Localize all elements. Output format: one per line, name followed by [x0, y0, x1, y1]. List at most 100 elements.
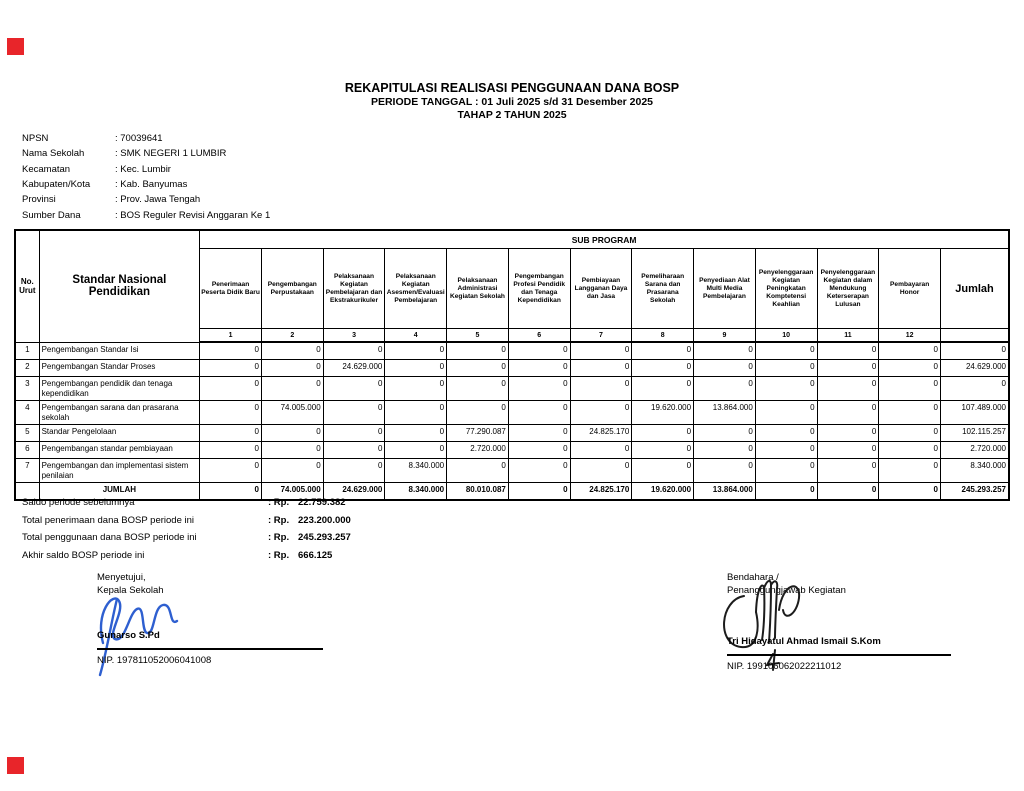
row-value: 0	[507, 359, 571, 377]
row-value: 0	[693, 441, 756, 459]
report-phase: TAHAP 2 TAHUN 2025	[457, 109, 567, 121]
right-signature-scribble	[723, 579, 801, 671]
row-total: 2.720.000	[940, 441, 1010, 459]
row-value: 0	[754, 441, 818, 459]
currency-prefix: : Rp.	[268, 550, 290, 562]
report-title-block: REKAPITULASI REALISASI PENGGUNAAN DANA B…	[0, 80, 1024, 122]
row-value: 0	[507, 376, 571, 401]
col-header-subprogram-9: Penyediaan Alat Multi Media Pembelajaran	[693, 248, 756, 329]
total-row-value: 0	[507, 482, 571, 501]
npsn-label: NPSN	[22, 133, 49, 145]
col-number-7: 7	[569, 328, 633, 343]
col-header-subprogram-1: Penerimaan Peserta Didik Baru	[199, 248, 262, 329]
col-header-jumlah: Jumlah	[940, 248, 1010, 329]
row-value: 0	[260, 359, 324, 377]
row-value: 0	[199, 441, 262, 459]
row-number: 3	[14, 376, 40, 401]
info-row-npsn: NPSN : 70039641	[22, 131, 270, 146]
row-value: 0	[693, 376, 756, 401]
row-total: 102.115.257	[940, 424, 1010, 442]
table-row: 3 Pengembangan pendidik dan tenaga kepend…	[14, 376, 1010, 401]
total-row-value: 0	[878, 482, 941, 501]
col-header-subprogram-7: Pembiayaan Langganan Daya dan Jasa	[569, 248, 633, 329]
row-value: 0	[384, 341, 448, 360]
report-period: PERIODE TANGGAL : 01 Juli 2025 s/d 31 De…	[370, 96, 654, 108]
provinsi-value: : Prov. Jawa Tengah	[115, 194, 201, 206]
row-value: 0	[754, 376, 818, 401]
row-value: 0	[754, 424, 818, 442]
row-name: Pengembangan Standar Proses	[38, 359, 201, 377]
currency-prefix: : Rp.	[268, 497, 290, 509]
row-value: 0	[322, 458, 386, 483]
row-value: 24.825.170	[569, 424, 633, 442]
kecamatan-value: : Kec. Lumbir	[115, 163, 171, 175]
row-value: 0	[384, 359, 448, 377]
row-value: 0	[816, 341, 880, 360]
summary-label: Akhir saldo BOSP periode ini	[22, 550, 145, 562]
left-signature-role: Menyetujui, Kepala Sekolah	[97, 571, 164, 597]
row-name: Pengembangan pendidik dan tenaga kependi…	[38, 376, 201, 401]
total-row-value: 13.864.000	[693, 482, 756, 501]
row-value: 0	[446, 341, 509, 360]
row-value: 0	[816, 458, 880, 483]
info-row-nama-sekolah: Nama Sekolah : SMK NEGERI 1 LUMBIR	[22, 146, 270, 161]
sumber-dana-value: : BOS Reguler Revisi Anggaran Ke 1	[115, 209, 271, 221]
row-value: 0	[754, 458, 818, 483]
left-signature-scribble	[98, 597, 179, 677]
summary-row-saldo-sebelumnya: Saldo periode sebelumnya : Rp. 22.759.38…	[22, 494, 351, 512]
col-number-3: 3	[322, 328, 386, 343]
summary-row-penggunaan: Total penggunaan dana BOSP periode ini :…	[22, 529, 351, 547]
col-number-6: 6	[507, 328, 571, 343]
row-value: 0	[878, 341, 941, 360]
row-value: 0	[878, 441, 941, 459]
col-header-subprogram-8: Pemeliharaan Sarana dan Prasarana Sekola…	[631, 248, 695, 329]
row-value: 0	[878, 400, 941, 425]
row-value: 19.620.000	[631, 400, 695, 425]
col-number-11: 11	[816, 328, 880, 343]
info-row-kecamatan: Kecamatan : Kec. Lumbir	[22, 162, 270, 177]
row-value: 0	[260, 458, 324, 483]
row-value: 0	[569, 441, 633, 459]
summary-row-penerimaan: Total penerimaan dana BOSP periode ini :…	[22, 512, 351, 530]
kabupaten-label: Kabupaten/Kota	[22, 179, 91, 191]
row-value: 0	[446, 400, 509, 425]
row-value: 13.864.000	[693, 400, 756, 425]
grand-total: 245.293.257	[940, 482, 1010, 501]
row-value: 0	[816, 400, 880, 425]
row-name: Pengembangan Standar Isi	[38, 341, 201, 360]
col-header-sub-program: SUB PROGRAM	[199, 229, 1010, 249]
row-total: 8.340.000	[940, 458, 1010, 483]
row-number: 2	[14, 359, 40, 377]
row-value: 0	[507, 400, 571, 425]
col-header-snp: Standar Nasional Pendidikan	[38, 229, 201, 343]
total-row-value: 0	[816, 482, 880, 501]
row-number: 5	[14, 424, 40, 442]
row-value: 0	[631, 359, 695, 377]
col-number-4: 4	[384, 328, 448, 343]
total-row-value: 24.825.170	[569, 482, 633, 501]
row-name: Pengembangan dan implementasi sistem pen…	[38, 458, 201, 483]
currency-prefix: : Rp.	[268, 532, 290, 544]
row-value: 2.720.000	[446, 441, 509, 459]
col-number-9: 9	[693, 328, 756, 343]
left-role-line1: Menyetujui,	[97, 572, 146, 583]
row-value: 0	[260, 441, 324, 459]
right-role-line1: Bendahara /	[727, 572, 779, 583]
row-value: 0	[446, 376, 509, 401]
row-value: 0	[384, 400, 448, 425]
row-value: 0	[754, 359, 818, 377]
row-value: 0	[569, 400, 633, 425]
right-signer-name: Tri Hidayatul Ahmad Ismail S.Kom	[727, 636, 881, 647]
red-marker-bottom	[7, 757, 24, 774]
left-signature-line	[97, 648, 323, 650]
col-header-no-urut: No. Urut	[14, 229, 40, 343]
row-value: 0	[199, 359, 262, 377]
total-row-value: 8.340.000	[384, 482, 448, 501]
col-header-subprogram-10: Penyelenggaraan Kegiatan Peningkatan Kom…	[754, 248, 818, 329]
row-value: 0	[260, 376, 324, 401]
info-row-sumber-dana: Sumber Dana : BOS Reguler Revisi Anggara…	[22, 207, 270, 222]
row-value: 0	[816, 359, 880, 377]
col-header-subprogram-4: Pelaksanaan Kegiatan Asesmen/Evaluasi Pe…	[384, 248, 448, 329]
row-value: 0	[384, 441, 448, 459]
